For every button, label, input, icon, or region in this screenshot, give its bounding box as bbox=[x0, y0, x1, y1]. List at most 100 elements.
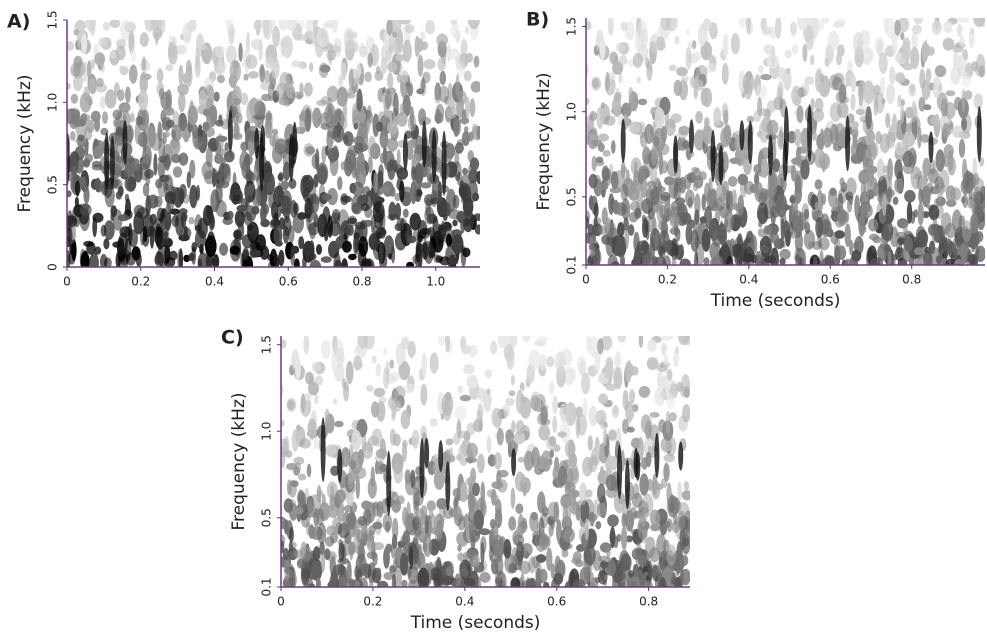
spectrogram-blob bbox=[418, 235, 424, 242]
spectrogram-blob bbox=[386, 360, 390, 369]
y-tick-label: 1.5 bbox=[46, 10, 60, 29]
spectrogram-blob bbox=[628, 187, 639, 201]
spectrogram-blob bbox=[296, 507, 303, 514]
spectrogram-blob bbox=[460, 118, 470, 124]
spectrogram-blob bbox=[324, 548, 331, 560]
spectrogram-blob bbox=[877, 158, 885, 181]
spectrogram-blob bbox=[617, 534, 622, 542]
spectrogram-blob bbox=[597, 338, 604, 354]
spectrogram-blob bbox=[453, 488, 462, 498]
spectrogram-blob bbox=[101, 225, 107, 237]
spectrogram-blob bbox=[497, 428, 504, 446]
spectrogram-blob bbox=[611, 140, 616, 154]
spectrogram-blob bbox=[894, 178, 904, 193]
panel-label: A) bbox=[7, 11, 30, 33]
spectrogram-streak bbox=[689, 119, 694, 153]
spectrogram-blob bbox=[966, 250, 972, 271]
spectrogram-blob bbox=[460, 482, 467, 503]
spectrogram-blob bbox=[334, 421, 343, 428]
spectrogram-blob bbox=[495, 509, 503, 528]
spectrogram-blob bbox=[462, 174, 470, 186]
spectrogram-blob bbox=[156, 223, 161, 236]
spectrogram-blob bbox=[315, 148, 319, 171]
spectrogram-blob bbox=[946, 90, 956, 96]
spectrogram-blob bbox=[332, 209, 341, 222]
spectrogram-blob bbox=[588, 224, 594, 236]
spectrogram-blob bbox=[337, 176, 342, 190]
spectrogram-blob bbox=[685, 29, 689, 35]
spectrogram-blob bbox=[621, 184, 629, 201]
spectrogram-blob bbox=[829, 74, 839, 89]
spectrogram-blob bbox=[614, 92, 622, 102]
spectrogram-blob bbox=[703, 18, 712, 31]
spectrogram-blob bbox=[387, 72, 393, 89]
spectrogram-blob bbox=[614, 351, 621, 369]
spectrogram-streak bbox=[337, 449, 342, 483]
spectrogram-blob bbox=[280, 40, 290, 48]
spectrogram-blob bbox=[923, 104, 931, 110]
spectrogram-blob bbox=[681, 75, 689, 82]
spectrogram-blob bbox=[694, 251, 698, 275]
spectrogram-blob bbox=[387, 214, 398, 220]
spectrogram-blob bbox=[795, 255, 800, 261]
spectrogram-blob bbox=[94, 247, 101, 255]
spectrogram-blob bbox=[266, 125, 271, 134]
x-tick-label: 0.8 bbox=[352, 275, 371, 289]
spectrogram-blob bbox=[379, 397, 387, 404]
spectrogram-blob bbox=[477, 388, 487, 400]
spectrogram-blob bbox=[669, 64, 677, 71]
spectrogram-blob bbox=[399, 18, 411, 25]
spectrogram-blob bbox=[521, 475, 525, 485]
spectrogram-blob bbox=[547, 356, 555, 367]
spectrogram-blob bbox=[94, 52, 105, 66]
spectrogram-blob bbox=[455, 406, 467, 421]
spectrogram-blob bbox=[430, 418, 438, 427]
spectrogram-blob bbox=[154, 256, 158, 265]
spectrogram-blob bbox=[602, 207, 608, 225]
spectrogram-blob bbox=[598, 570, 608, 584]
spectrogram-blob bbox=[872, 236, 881, 243]
spectrogram-image bbox=[584, 8, 987, 277]
spectrogram-blob bbox=[835, 230, 845, 239]
spectrogram-blob bbox=[316, 100, 327, 106]
spectrogram-blob bbox=[215, 120, 223, 127]
spectrogram-blob bbox=[178, 92, 186, 112]
spectrogram-blob bbox=[353, 356, 362, 371]
spectrogram-blob bbox=[148, 195, 159, 209]
spectrogram-blob bbox=[664, 454, 675, 462]
spectrogram-blob bbox=[601, 102, 606, 109]
spectrogram-blob bbox=[376, 449, 388, 458]
spectrogram-blob bbox=[162, 116, 166, 130]
spectrogram-blob bbox=[939, 231, 945, 254]
spectrogram-blob bbox=[639, 165, 650, 179]
spectrogram-blob bbox=[357, 152, 365, 174]
spectrogram-blob bbox=[660, 577, 666, 595]
spectrogram-blob bbox=[352, 182, 364, 197]
spectrogram-blob bbox=[316, 578, 321, 590]
spectrogram-blob bbox=[821, 193, 826, 205]
spectrogram-blob bbox=[553, 573, 563, 585]
spectrogram-blob bbox=[558, 466, 567, 486]
spectrogram-blob bbox=[164, 154, 171, 171]
spectrogram-blob bbox=[420, 182, 431, 188]
x-tick-label: 0.4 bbox=[205, 275, 224, 289]
spectrogram-blob bbox=[346, 361, 354, 384]
spectrogram-blob bbox=[621, 22, 628, 31]
spectrogram-blob bbox=[113, 110, 123, 120]
spectrogram-blob bbox=[758, 228, 765, 237]
y-tick-label: 0.5 bbox=[260, 508, 274, 527]
spectrogram-blob bbox=[330, 152, 339, 176]
spectrogram-blob bbox=[158, 138, 165, 161]
spectrogram-blob bbox=[293, 203, 299, 215]
spectrogram-blob bbox=[80, 204, 92, 217]
spectrogram-blob bbox=[688, 197, 693, 209]
spectrogram-blob bbox=[753, 110, 761, 122]
spectrogram-blob bbox=[173, 166, 182, 177]
spectrogram-blob bbox=[410, 181, 416, 204]
spectrogram-blob bbox=[463, 197, 474, 217]
spectrogram-blob bbox=[536, 554, 546, 563]
spectrogram-blob bbox=[591, 77, 601, 91]
spectrogram-blob bbox=[367, 111, 374, 124]
spectrogram-blob bbox=[83, 158, 91, 168]
spectrogram-blob bbox=[375, 460, 379, 474]
